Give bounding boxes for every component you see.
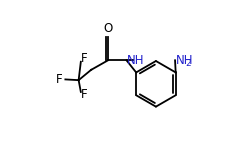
Text: NH: NH bbox=[127, 54, 145, 67]
Text: F: F bbox=[81, 52, 87, 65]
Text: F: F bbox=[56, 73, 62, 86]
Text: F: F bbox=[81, 88, 87, 101]
Text: O: O bbox=[104, 22, 113, 35]
Text: 2: 2 bbox=[186, 59, 192, 68]
Text: NH: NH bbox=[176, 54, 193, 67]
